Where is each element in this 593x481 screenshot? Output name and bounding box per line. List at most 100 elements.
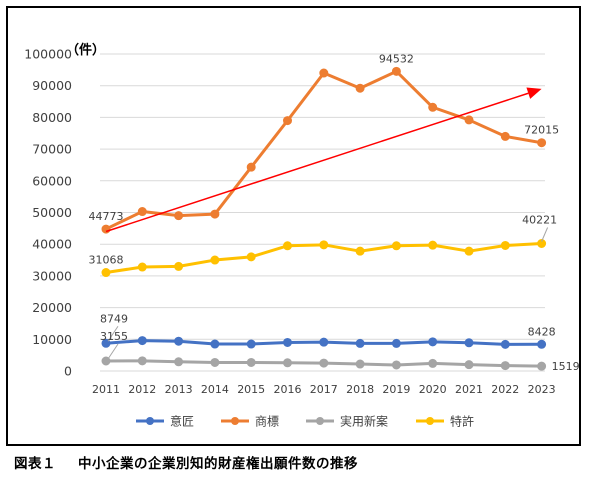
y-tick-label: 10000: [32, 332, 72, 347]
data-point: [210, 357, 220, 367]
legend-label: 実用新案: [340, 414, 388, 429]
data-label: 1519: [552, 360, 579, 373]
x-tick-label: 2013: [165, 383, 193, 396]
data-point: [246, 252, 256, 262]
data-point: [246, 339, 256, 349]
data-point: [283, 241, 292, 251]
legend-label: 意匠: [170, 414, 194, 429]
data-point: [210, 255, 220, 265]
x-tick-label: 2018: [346, 383, 374, 396]
x-tick-label: 2012: [128, 383, 156, 396]
data-label: 40221: [522, 213, 557, 226]
series-3: [101, 356, 547, 371]
series-1: [101, 336, 547, 349]
y-tick-label: 60000: [32, 173, 72, 188]
x-tick-label: 2023: [528, 383, 556, 396]
data-point: [246, 162, 256, 172]
data-point: [210, 209, 220, 219]
data-point: [137, 207, 147, 217]
legend-swatch-marker: [146, 417, 154, 425]
data-point: [101, 268, 111, 278]
x-tick-label: 2011: [92, 383, 120, 396]
data-point: [355, 359, 365, 369]
data-label: 72015: [524, 124, 559, 137]
legend-label: 商標: [255, 414, 279, 429]
data-point: [537, 339, 547, 349]
x-tick-label: 2014: [201, 383, 229, 396]
x-tick-label: 2020: [419, 383, 447, 396]
data-point: [428, 358, 438, 368]
leader-line: [107, 343, 119, 360]
data-label: 94532: [379, 52, 414, 65]
y-tick-label: 100000: [24, 47, 72, 62]
data-point: [391, 66, 401, 76]
legend-item: 特許: [416, 414, 474, 429]
figure-title: 中小企業の企業別知的財産権出願件数の推移: [78, 456, 358, 472]
y-tick-label: 20000: [32, 300, 72, 315]
data-point: [355, 83, 365, 93]
data-point: [428, 337, 438, 347]
data-point: [246, 357, 256, 367]
y-tick-label: 50000: [32, 205, 72, 220]
data-point: [174, 336, 184, 346]
data-point: [428, 102, 438, 112]
trend-arrow-line: [105, 92, 529, 233]
data-point: [319, 337, 329, 347]
legend-swatch-marker: [316, 417, 324, 425]
data-point: [464, 115, 474, 125]
data-point: [283, 337, 292, 347]
data-point: [174, 261, 184, 271]
legend-item: 意匠: [136, 414, 194, 429]
data-label: 8749: [100, 312, 128, 325]
data-point: [319, 68, 329, 78]
x-tick-label: 2017: [310, 383, 338, 396]
data-point: [500, 131, 510, 141]
legend-label: 特許: [450, 414, 474, 429]
chart-frame: 0 10000 20000 30000 40000 50000 60000 70000 8000…: [6, 6, 581, 446]
data-label: 31068: [89, 254, 124, 267]
y-tick-label: 70000: [32, 142, 72, 157]
series-line: [105, 69, 542, 231]
y-tick-label: 40000: [32, 237, 72, 252]
leader-line: [541, 227, 549, 242]
y-tick-label: 80000: [32, 110, 72, 125]
data-point: [500, 240, 510, 250]
figure-caption: 図表１ 中小企業の企業別知的財産権出願件数の推移: [14, 452, 358, 472]
data-point: [137, 336, 147, 346]
data-point: [137, 356, 147, 366]
data-point: [391, 338, 401, 348]
data-point: [355, 246, 365, 256]
data-label: 3155: [100, 330, 128, 343]
data-point: [500, 361, 510, 371]
data-point: [319, 240, 329, 250]
data-point: [391, 241, 401, 251]
data-point: [537, 361, 547, 371]
series-4: [101, 238, 547, 278]
data-label: 44773: [89, 210, 124, 223]
data-point: [391, 360, 401, 370]
data-point: [464, 246, 474, 256]
data-point: [355, 338, 365, 348]
data-point: [101, 224, 111, 234]
line-chart: 0 10000 20000 30000 40000 50000 60000 70000 8000…: [24, 42, 579, 429]
data-point: [210, 339, 220, 349]
data-point: [283, 358, 292, 368]
x-tick-label: 2019: [382, 383, 410, 396]
data-point: [428, 240, 438, 250]
y-tick-label: 90000: [32, 78, 72, 93]
x-tick-label: 2021: [455, 383, 483, 396]
data-point: [464, 338, 474, 348]
data-point: [283, 116, 292, 126]
data-point: [137, 262, 147, 272]
data-point: [174, 211, 184, 221]
legend-item: 実用新案: [306, 414, 388, 429]
data-point: [537, 238, 547, 248]
data-point: [464, 360, 474, 370]
legend-item: 商標: [221, 414, 279, 429]
y-tick-label: 0: [64, 364, 72, 379]
figure-label: 図表１: [14, 456, 56, 472]
x-tick-label: 2022: [491, 383, 519, 396]
x-tick-label: 2016: [274, 383, 302, 396]
x-tick-label: 2015: [237, 383, 265, 396]
data-point: [537, 138, 547, 148]
